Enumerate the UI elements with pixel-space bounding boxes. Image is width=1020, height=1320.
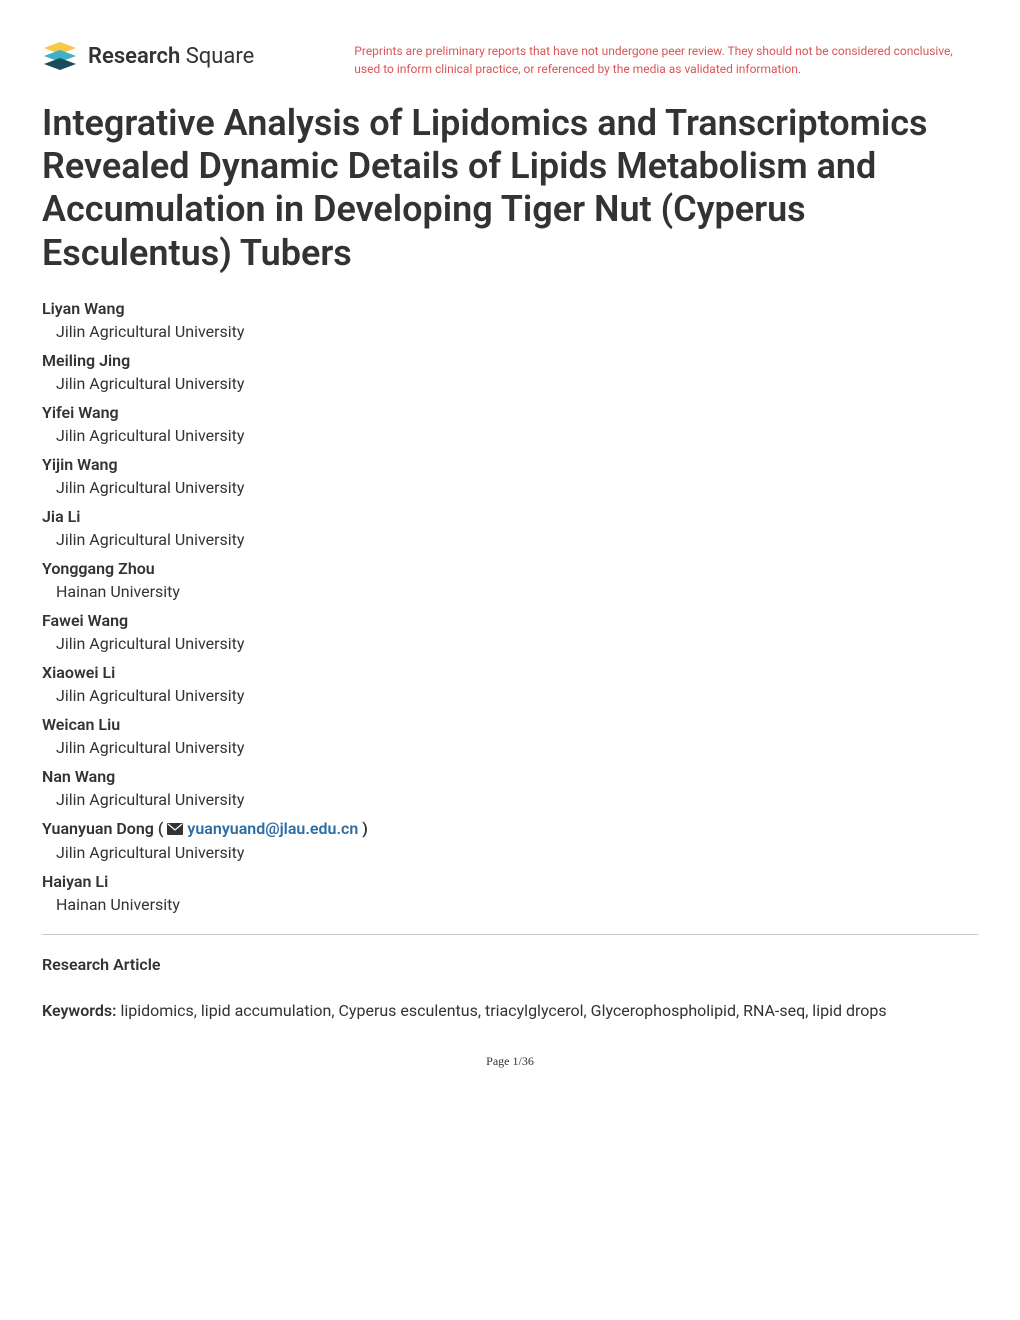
corresponding-author-marker: ( yuanyuand@jlau.edu.cn ) xyxy=(158,819,368,838)
author-affiliation: Jilin Agricultural University xyxy=(42,322,978,341)
author-affiliation: Jilin Agricultural University xyxy=(42,843,978,862)
logo-text-bold: Research xyxy=(88,44,180,69)
author-item: Yuanyuan Dong ( yuanyuand@jlau.edu.cn ) … xyxy=(42,819,978,862)
page-number: Page 1/36 xyxy=(42,1054,978,1069)
paper-title: Integrative Analysis of Lipidomics and T… xyxy=(42,102,978,275)
author-item: Nan Wang Jilin Agricultural University xyxy=(42,767,978,809)
author-item: Yonggang Zhou Hainan University xyxy=(42,559,978,601)
author-affiliation: Jilin Agricultural University xyxy=(42,634,978,653)
logo-text: Research Square xyxy=(88,44,254,69)
preprint-disclaimer: Preprints are preliminary reports that h… xyxy=(294,38,978,78)
authors-list: Liyan Wang Jilin Agricultural University… xyxy=(42,299,978,914)
author-affiliation: Jilin Agricultural University xyxy=(42,738,978,757)
author-item: Yijin Wang Jilin Agricultural University xyxy=(42,455,978,497)
page-header: Research Square Preprints are preliminar… xyxy=(42,38,978,78)
logo-text-regular: Square xyxy=(186,44,255,69)
author-name: Yonggang Zhou xyxy=(42,559,978,578)
author-affiliation: Jilin Agricultural University xyxy=(42,686,978,705)
author-item: Yifei Wang Jilin Agricultural University xyxy=(42,403,978,445)
author-name: Xiaowei Li xyxy=(42,663,978,682)
author-name: Haiyan Li xyxy=(42,872,978,891)
author-affiliation: Jilin Agricultural University xyxy=(42,790,978,809)
author-name: Weican Liu xyxy=(42,715,978,734)
author-item: Haiyan Li Hainan University xyxy=(42,872,978,914)
author-name: Jia Li xyxy=(42,507,978,526)
author-item: Meiling Jing Jilin Agricultural Universi… xyxy=(42,351,978,393)
author-item: Xiaowei Li Jilin Agricultural University xyxy=(42,663,978,705)
author-name: Nan Wang xyxy=(42,767,978,786)
author-name: Meiling Jing xyxy=(42,351,978,370)
email-icon xyxy=(167,820,183,839)
author-name-text: Yuanyuan Dong xyxy=(42,819,154,838)
author-affiliation: Jilin Agricultural University xyxy=(42,374,978,393)
article-type: Research Article xyxy=(42,955,978,974)
email-link[interactable]: yuanyuand@jlau.edu.cn xyxy=(187,819,358,838)
author-item: Jia Li Jilin Agricultural University xyxy=(42,507,978,549)
keywords-label: Keywords: xyxy=(42,1001,116,1020)
author-affiliation: Hainan University xyxy=(42,895,978,914)
author-name: Liyan Wang xyxy=(42,299,978,318)
logo-mark xyxy=(42,38,78,74)
author-item: Fawei Wang Jilin Agricultural University xyxy=(42,611,978,653)
author-name: Fawei Wang xyxy=(42,611,978,630)
author-name: Yuanyuan Dong ( yuanyuand@jlau.edu.cn ) xyxy=(42,819,978,839)
logo-container: Research Square xyxy=(42,38,254,74)
author-item: Liyan Wang Jilin Agricultural University xyxy=(42,299,978,341)
author-item: Weican Liu Jilin Agricultural University xyxy=(42,715,978,757)
keywords-text: lipidomics, lipid accumulation, Cyperus … xyxy=(116,1001,886,1020)
author-affiliation: Jilin Agricultural University xyxy=(42,426,978,445)
author-affiliation: Jilin Agricultural University xyxy=(42,478,978,497)
section-divider xyxy=(42,934,978,935)
author-name: Yijin Wang xyxy=(42,455,978,474)
author-name: Yifei Wang xyxy=(42,403,978,422)
keywords-section: Keywords: lipidomics, lipid accumulation… xyxy=(42,998,978,1024)
author-affiliation: Jilin Agricultural University xyxy=(42,530,978,549)
author-affiliation: Hainan University xyxy=(42,582,978,601)
